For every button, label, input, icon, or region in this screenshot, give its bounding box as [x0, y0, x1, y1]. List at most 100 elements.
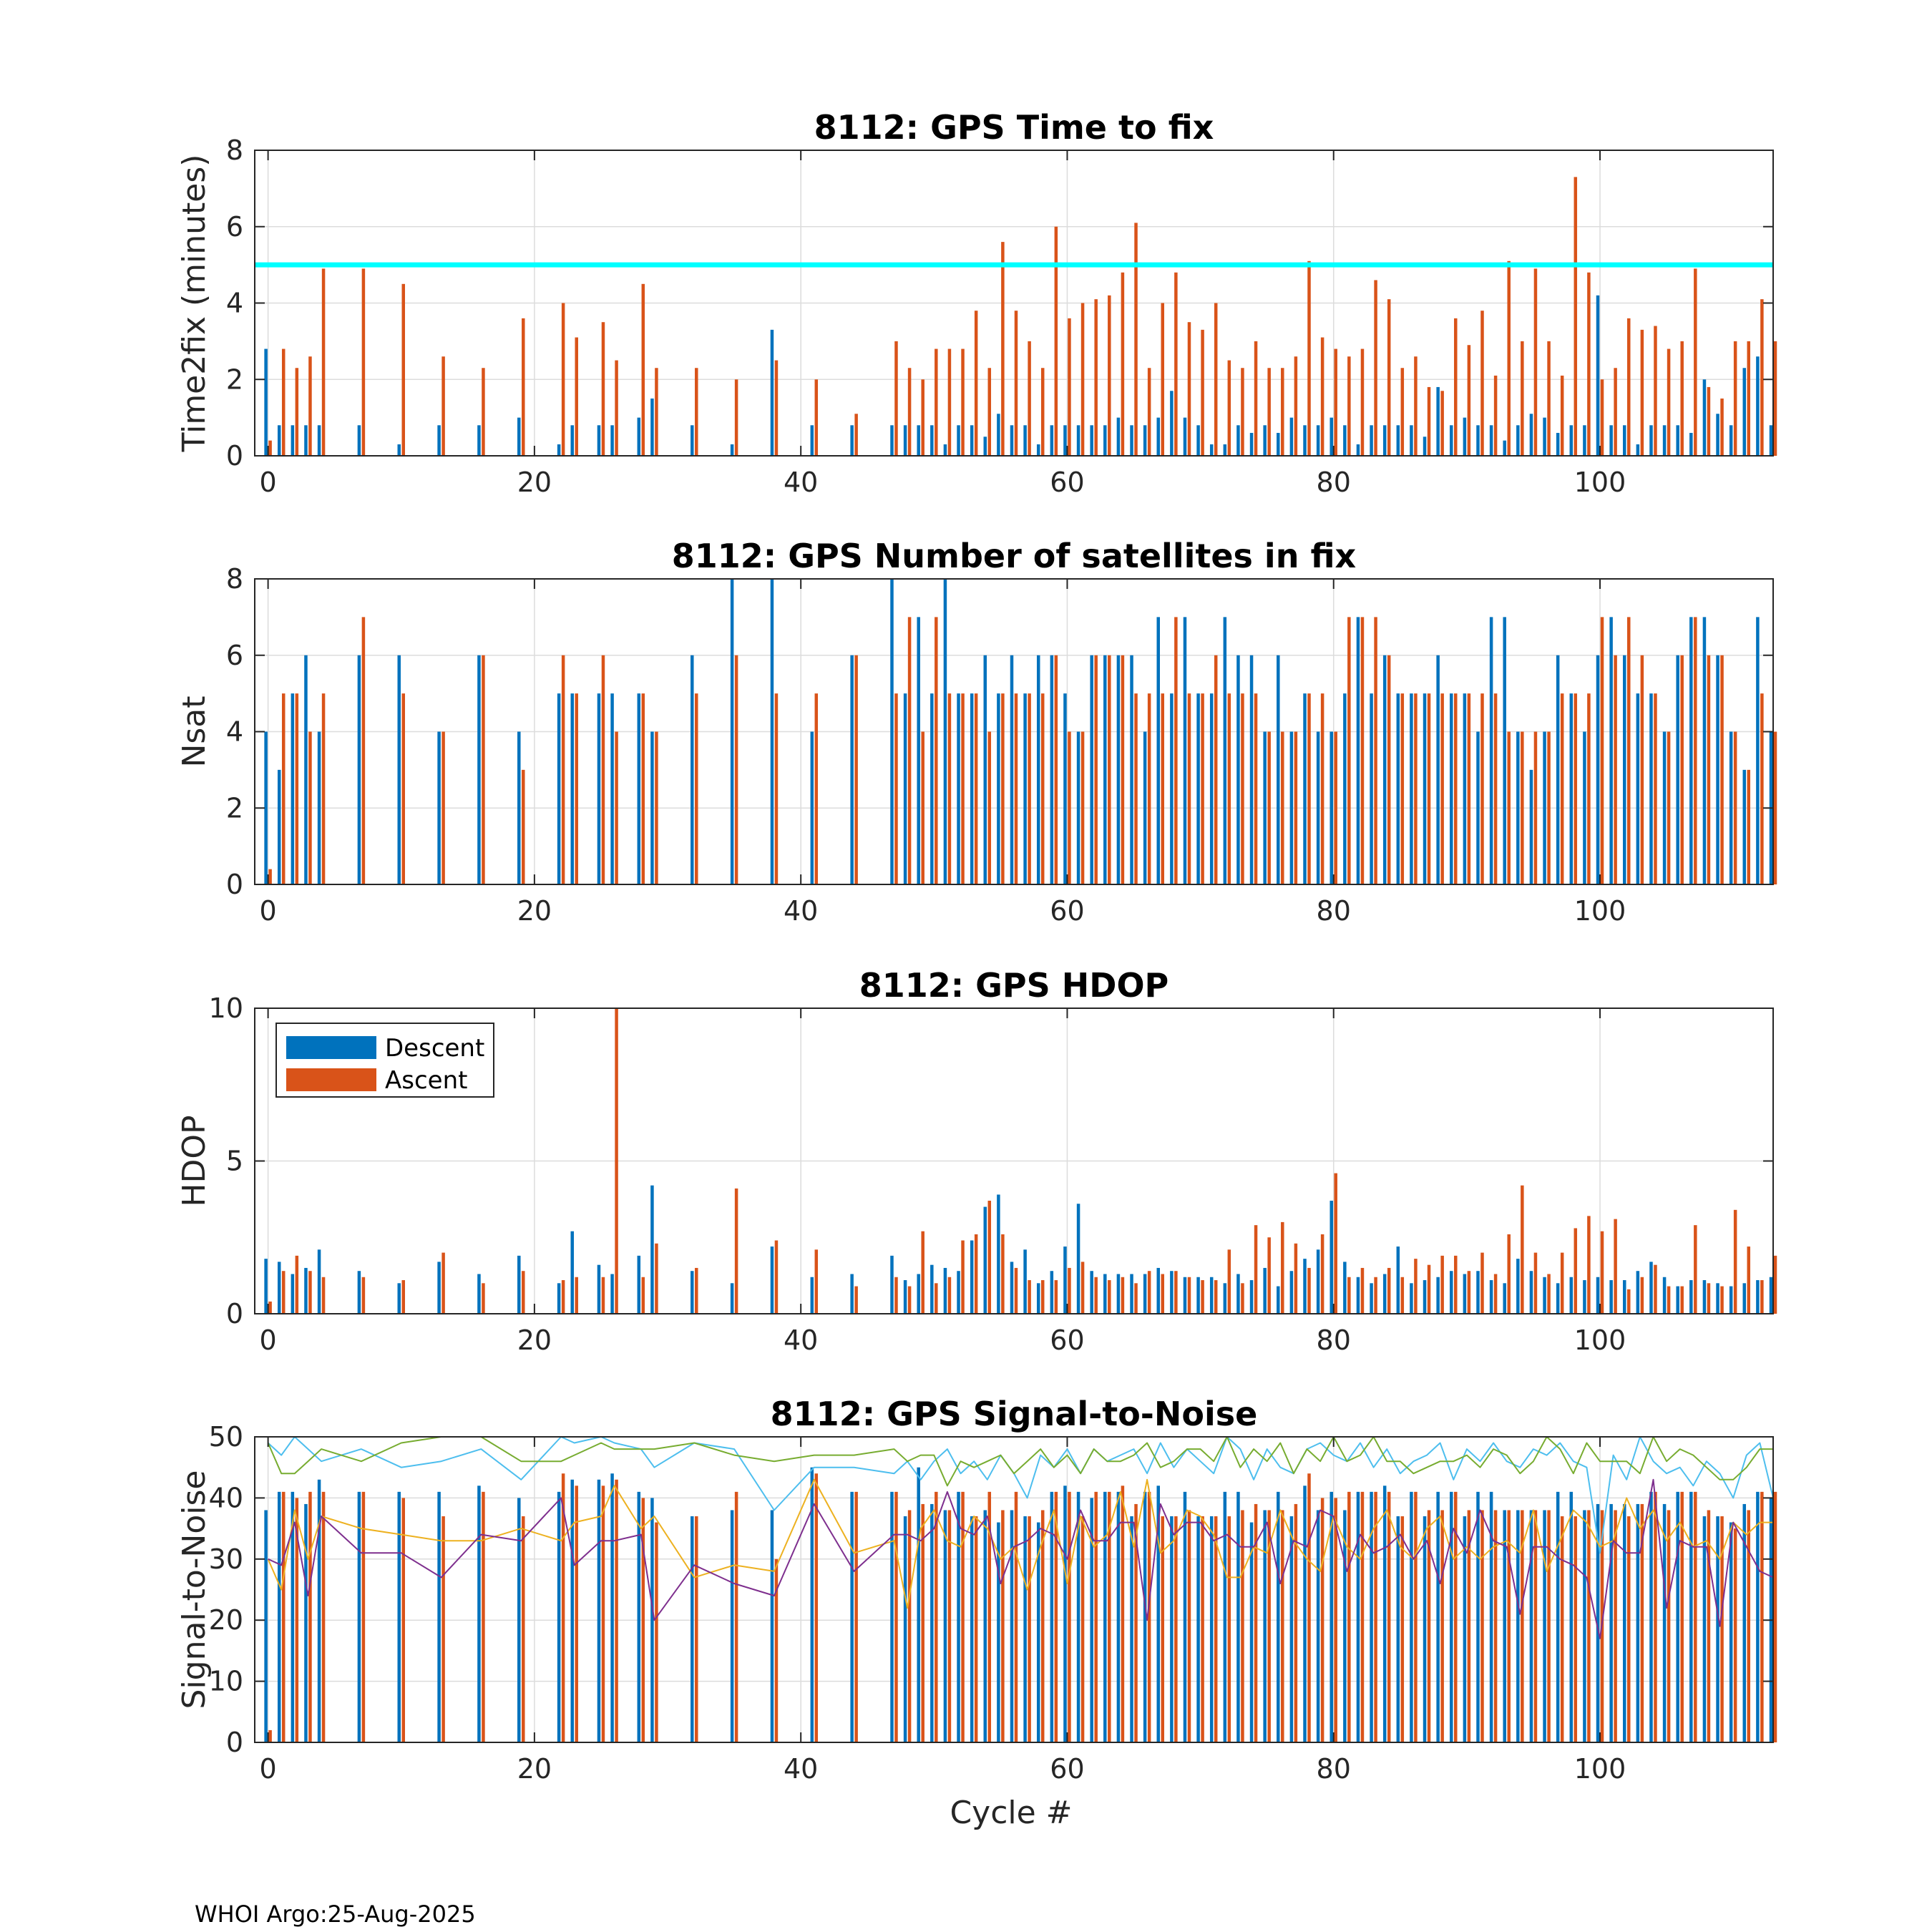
- bar-ascent-cycle-25: [601, 322, 605, 456]
- bar-ascent-cycle-66: [1147, 693, 1151, 884]
- bar-descent-cycle-35: [730, 1283, 734, 1314]
- bar-ascent-cycle-83: [1374, 1491, 1377, 1742]
- bar-descent-cycle-67: [1156, 1485, 1161, 1742]
- bar-descent-cycle-4: [317, 1249, 321, 1314]
- bar-ascent-cycle-1: [281, 1271, 286, 1314]
- bar-descent-cycle-44: [850, 425, 854, 456]
- bar-ascent-cycle-28: [641, 693, 645, 884]
- bar-descent-cycle-59: [1050, 1271, 1054, 1314]
- bar-descent-cycle-108: [1702, 1516, 1707, 1742]
- bar-descent-cycle-72: [1223, 1283, 1227, 1314]
- bar-descent-cycle-62: [1090, 1498, 1093, 1742]
- bar-ascent-cycle-105: [1667, 348, 1671, 456]
- bar-descent-cycle-61: [1076, 1204, 1080, 1314]
- bar-ascent-cycle-113: [1773, 1255, 1777, 1314]
- bar-ascent-cycle-104: [1654, 1264, 1657, 1314]
- bar-ascent-cycle-60: [1068, 731, 1071, 884]
- bar-ascent-cycle-56: [1014, 693, 1018, 884]
- bar-ascent-cycle-49: [921, 1503, 924, 1742]
- bar-ascent-cycle-2: [295, 368, 299, 456]
- bar-descent-cycle-49: [917, 425, 920, 456]
- bar-ascent-cycle-23: [575, 1485, 578, 1742]
- bar-descent-cycle-65: [1130, 1274, 1133, 1314]
- bar-ascent-cycle-73: [1241, 1510, 1244, 1742]
- series-descent: [264, 1467, 1773, 1742]
- bar-descent-cycle-105: [1662, 425, 1667, 456]
- bar-descent-cycle-107: [1689, 1280, 1693, 1314]
- bar-ascent-cycle-56: [1014, 311, 1018, 456]
- bar-ascent-cycle-28: [641, 1498, 645, 1742]
- bar-ascent-cycle-60: [1068, 1491, 1071, 1742]
- bar-ascent-cycle-97: [1560, 375, 1564, 456]
- bar-ascent-cycle-56: [1014, 1267, 1018, 1314]
- bar-ascent-cycle-78: [1307, 260, 1311, 456]
- bar-descent-cycle-48: [903, 693, 907, 884]
- bar-descent-cycle-57: [1023, 425, 1027, 456]
- bar-ascent-cycle-81: [1347, 1277, 1351, 1314]
- bar-descent-cycle-53: [970, 425, 974, 456]
- bar-descent-cycle-83: [1370, 1283, 1373, 1314]
- bar-descent-cycle-78: [1303, 425, 1307, 456]
- bar-ascent-cycle-78: [1307, 693, 1311, 884]
- bar-ascent-cycle-98: [1574, 1516, 1578, 1742]
- bar-ascent-cycle-97: [1560, 1252, 1564, 1314]
- y-tick-label: 50: [209, 1421, 243, 1453]
- bar-descent-cycle-35: [730, 1510, 734, 1742]
- bar-ascent-cycle-64: [1121, 1277, 1125, 1314]
- bar-descent-cycle-102: [1622, 425, 1626, 456]
- bar-descent-cycle-63: [1103, 1491, 1107, 1742]
- bar-descent-cycle-56: [1010, 1510, 1014, 1742]
- bar-ascent-cycle-79: [1320, 693, 1324, 884]
- bar-descent-cycle-104: [1649, 693, 1653, 884]
- bar-ascent-cycle-94: [1521, 731, 1524, 884]
- bar-ascent-cycle-16: [482, 368, 485, 456]
- bar-descent-cycle-98: [1569, 425, 1574, 456]
- bar-descent-cycle-32: [691, 1516, 694, 1742]
- series-ascent: [268, 617, 1777, 884]
- bar-descent-cycle-23: [570, 1231, 574, 1314]
- bar-ascent-cycle-28: [641, 1277, 645, 1314]
- bar-descent-cycle-111: [1742, 1283, 1747, 1314]
- bar-ascent-cycle-106: [1680, 341, 1684, 456]
- bar-descent-cycle-71: [1209, 1277, 1214, 1314]
- bar-ascent-cycle-35: [734, 655, 738, 884]
- bar-ascent-cycle-105: [1667, 1510, 1671, 1742]
- bar-ascent-cycle-105: [1667, 731, 1671, 884]
- bar-descent-cycle-50: [930, 1264, 934, 1314]
- chart-title: 8112: GPS HDOP: [859, 966, 1169, 1005]
- bar-descent-cycle-111: [1742, 769, 1747, 884]
- bar-ascent-cycle-4: [321, 1491, 326, 1742]
- bar-ascent-cycle-99: [1587, 272, 1591, 456]
- bar-descent-cycle-111: [1742, 1503, 1747, 1742]
- bar-ascent-cycle-71: [1214, 303, 1218, 456]
- bar-ascent-cycle-92: [1493, 1510, 1498, 1742]
- bar-descent-cycle-72: [1223, 444, 1227, 456]
- bar-descent-cycle-110: [1729, 425, 1733, 456]
- bar-ascent-cycle-69: [1187, 322, 1191, 456]
- bar-descent-cycle-22: [557, 1283, 561, 1314]
- bar-descent-cycle-105: [1662, 731, 1667, 884]
- bar-descent-cycle-69: [1183, 617, 1187, 884]
- bar-descent-cycle-22: [557, 1491, 561, 1742]
- bar-ascent-cycle-102: [1626, 1289, 1631, 1314]
- bar-ascent-cycle-83: [1374, 617, 1377, 884]
- bar-descent-cycle-53: [970, 1240, 974, 1314]
- bar-ascent-cycle-13: [441, 1252, 445, 1314]
- bar-descent-cycle-96: [1543, 417, 1546, 456]
- bar-ascent-cycle-67: [1161, 303, 1165, 456]
- bar-ascent-cycle-59: [1054, 1491, 1058, 1742]
- bar-descent-cycle-2: [291, 1491, 295, 1742]
- bar-descent-cycle-3: [304, 1267, 308, 1314]
- bar-descent-cycle-91: [1476, 1491, 1480, 1742]
- x-tick-label: 100: [1574, 1753, 1626, 1785]
- bar-descent-cycle-7: [357, 655, 361, 884]
- bar-descent-cycle-101: [1609, 1503, 1613, 1742]
- bar-descent-cycle-93: [1503, 1283, 1506, 1314]
- panel-snr: 0 20 40 60 80 100 0 10 20 30 40 50 8112: GPS Signal-…: [176, 1395, 1777, 1785]
- bar-descent-cycle-71: [1209, 693, 1214, 884]
- bar-descent-cycle-56: [1010, 425, 1014, 456]
- bar-descent-cycle-65: [1130, 425, 1133, 456]
- bar-ascent-cycle-111: [1747, 769, 1751, 884]
- bar-ascent-cycle-61: [1080, 1516, 1085, 1742]
